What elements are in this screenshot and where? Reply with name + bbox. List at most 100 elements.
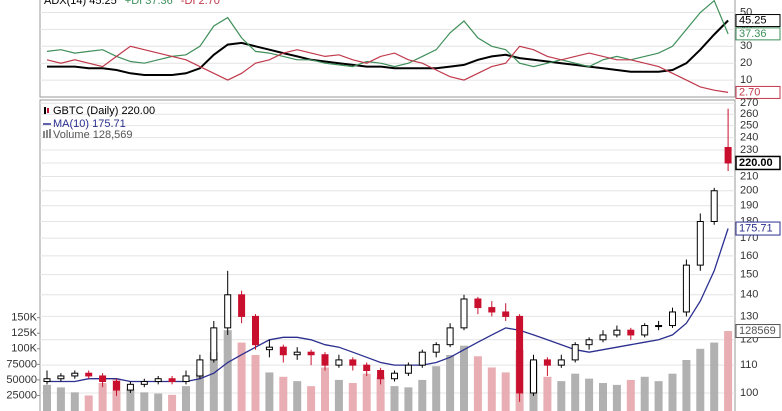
volume-bar	[460, 345, 468, 411]
volume-bar	[571, 373, 580, 411]
candle-body	[279, 346, 287, 356]
candle-body	[99, 375, 107, 383]
y-tick-label: 10	[740, 74, 752, 86]
last-value-box	[735, 324, 781, 339]
volume-bar	[543, 376, 552, 411]
y-tick-label: 270	[740, 97, 758, 109]
candle-body	[655, 325, 663, 328]
volume-bar	[585, 378, 594, 411]
adx-panel	[39, 0, 736, 98]
candle-body	[613, 329, 621, 336]
candle-body	[696, 220, 704, 266]
volume-bar	[612, 384, 621, 411]
volume-bar	[668, 373, 677, 411]
candle-body	[168, 378, 176, 383]
last-value-box	[735, 85, 781, 99]
volume-bar	[682, 359, 691, 411]
volume-bar	[696, 348, 705, 411]
volume-bar	[195, 373, 204, 411]
y-tick-label: 260	[740, 108, 758, 120]
candle-body	[349, 359, 357, 366]
candle-body	[516, 315, 524, 394]
last-value-label: 220.00	[739, 157, 773, 169]
volume-bar	[56, 387, 65, 411]
legend-text: MA(10) 175.71	[53, 118, 126, 130]
last-value-box	[735, 14, 781, 28]
candle-body	[126, 383, 134, 391]
candle-body	[224, 294, 232, 329]
candle-body	[404, 364, 412, 374]
candle-body	[321, 354, 329, 366]
y-tick-label: 250	[740, 120, 758, 132]
volume-bar	[348, 383, 357, 411]
y2-tick-label: 50000	[6, 374, 37, 386]
candle-body	[682, 264, 690, 313]
candle-body	[377, 370, 385, 380]
last-value-label: 128569	[739, 325, 776, 337]
volume-bar	[237, 342, 246, 411]
candle-body	[265, 346, 273, 351]
last-value-label: 45.25	[739, 14, 767, 26]
y-tick-label: 20	[740, 57, 752, 69]
candle-body	[543, 359, 551, 366]
candle-body	[571, 344, 579, 361]
y-tick-label: 160	[740, 250, 758, 262]
volume-bar	[279, 376, 288, 411]
indicator-line	[47, 228, 729, 383]
candle-body	[57, 375, 65, 380]
y-tick-label: 100	[740, 387, 758, 399]
candle-body	[432, 344, 440, 353]
candle-body	[418, 351, 426, 366]
volume-bar	[473, 356, 482, 411]
y2-tick-label: 150K	[11, 312, 37, 324]
volume-bar	[168, 394, 177, 411]
volume-bar	[710, 342, 719, 411]
legend-text: Volume 128,569	[53, 129, 133, 141]
candle-body	[474, 298, 482, 309]
volume-bar	[321, 367, 329, 411]
y-tick-label: 130	[740, 310, 758, 322]
volume-bar	[70, 392, 79, 411]
y-tick-label: 140	[740, 289, 758, 301]
legend-text: GBTC (Daily) 220.00	[53, 105, 155, 117]
volume-bar	[251, 355, 260, 411]
y-tick-label: 230	[740, 144, 758, 156]
candle-body	[182, 375, 190, 383]
candle-body	[363, 364, 371, 372]
candle-body	[530, 359, 537, 394]
legend-icon	[49, 129, 51, 138]
indicator-legend: -DI 2.70	[181, 0, 220, 7]
volume-bar	[126, 389, 135, 411]
volume-bar	[654, 381, 663, 411]
y2-tick-label: 125K	[11, 327, 37, 339]
volume-bar	[501, 372, 510, 411]
volume-bar	[334, 379, 343, 411]
candle-body	[585, 339, 593, 346]
candle-body	[140, 381, 148, 385]
candle-body	[43, 378, 51, 383]
y-tick-label: 30	[740, 40, 752, 52]
last-value-box	[735, 155, 781, 171]
candle-body	[641, 325, 649, 336]
candle-body	[669, 311, 676, 327]
y-tick-label: 190	[740, 200, 758, 212]
candle-body	[196, 359, 204, 377]
candle-body	[307, 351, 315, 356]
volume-bar	[404, 387, 413, 411]
y2-tick-label: 75000	[6, 358, 37, 370]
candle-body	[599, 334, 607, 341]
legend-icon	[44, 107, 46, 114]
legend-icon	[47, 108, 49, 113]
volume-bar	[487, 367, 496, 411]
indicator-line	[46, 45, 729, 93]
candle-body	[627, 329, 635, 336]
indicator-line	[47, 19, 729, 76]
volume-bar	[724, 331, 733, 411]
volume-bar	[390, 386, 399, 411]
candle-body	[238, 294, 246, 317]
volume-bar	[446, 355, 455, 411]
last-value-label: 2.70	[739, 86, 760, 98]
candle-body	[154, 378, 162, 383]
candle-body	[335, 359, 343, 366]
volume-bar	[98, 383, 107, 411]
